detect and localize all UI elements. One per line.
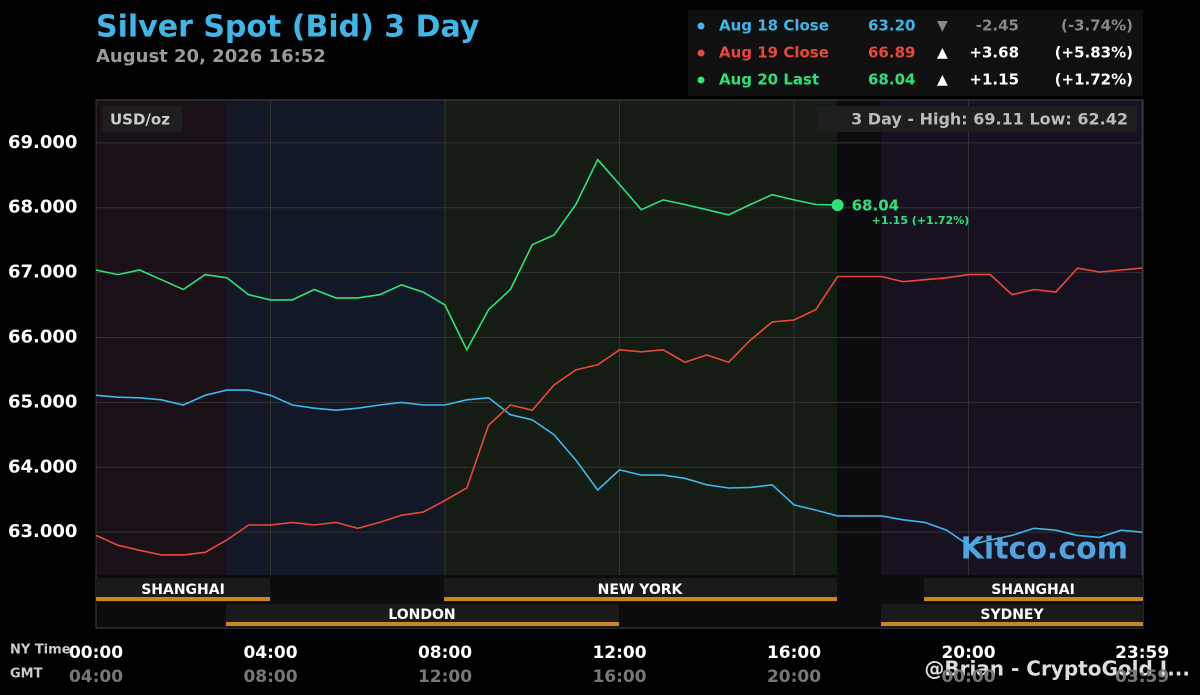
- change-arrow: ▲: [937, 45, 948, 61]
- x2-tick-label: 04:00: [69, 667, 123, 687]
- legend-change: -2.45: [976, 17, 1019, 35]
- legend-change: +1.15: [969, 71, 1019, 89]
- x-tick-label: 20:00: [941, 643, 995, 663]
- range-box: [817, 106, 1137, 132]
- change-arrow: ▲: [937, 72, 948, 88]
- y-tick-label: 66.000: [8, 327, 77, 348]
- session-line: [924, 597, 1143, 601]
- y-tick-label: 64.000: [8, 456, 77, 477]
- legend-marker: [697, 49, 705, 57]
- legend-change: +3.68: [969, 44, 1019, 62]
- legend-value: 63.20: [868, 17, 915, 35]
- legend-marker: [697, 76, 705, 84]
- x-axis-label: NY Time: [10, 643, 71, 658]
- series-line: [95, 158, 838, 352]
- x-tick-label: 08:00: [418, 643, 472, 663]
- series-line: [95, 389, 1143, 547]
- legend-change-pct: (+1.72%): [1055, 71, 1133, 89]
- legend-label: Aug 20 Last: [719, 71, 819, 89]
- session-label: NEW YORK: [598, 582, 684, 598]
- x-tick-label: 16:00: [767, 643, 821, 663]
- x2-tick-label: 12:00: [418, 667, 472, 687]
- series-line: [95, 267, 1143, 556]
- legend-change-pct: (+5.83%): [1055, 44, 1133, 62]
- y-tick-label: 67.000: [8, 262, 77, 283]
- legend-value: 68.04: [868, 71, 915, 89]
- legend-label: Aug 19 Close: [719, 44, 829, 62]
- x-tick-label: 04:00: [243, 643, 297, 663]
- last-label: 68.04: [852, 197, 899, 215]
- legend-marker: [697, 22, 705, 30]
- x2-tick-label: 03:59: [1115, 667, 1169, 687]
- legend-change-pct: (-3.74%): [1061, 17, 1133, 35]
- last-change-label: +1.15 (+1.72%): [872, 214, 970, 227]
- y-tick-label: 63.000: [8, 521, 77, 542]
- session-line: [226, 622, 619, 626]
- x-tick-label: 23:59: [1115, 643, 1169, 663]
- legend: Aug 18 Close 63.20 ▼ -2.45 (-3.74%) Aug 19 Cl…: [697, 17, 1133, 89]
- last-point: [831, 199, 844, 212]
- x2-tick-label: 20:00: [767, 667, 821, 687]
- x2-tick-label: 08:00: [243, 667, 297, 687]
- x-tick-label: 12:00: [592, 643, 646, 663]
- x2-tick-label: 16:00: [592, 667, 646, 687]
- grid: [95, 100, 1143, 575]
- unit-label: USD/oz: [110, 111, 170, 129]
- legend-panel: [688, 10, 1143, 96]
- session-line: [96, 597, 270, 601]
- unit-box: [102, 106, 182, 132]
- y-tick-label: 65.000: [8, 391, 77, 412]
- x2-tick-label: 00:00: [941, 667, 995, 687]
- range-note: 3 Day - High: 69.11 Low: 62.42: [851, 110, 1128, 129]
- session-label: SHANGHAI: [991, 582, 1075, 598]
- session-label: SHANGHAI: [141, 582, 225, 598]
- x-tick-label: 00:00: [69, 643, 123, 663]
- y-tick-label: 69.000: [8, 132, 77, 153]
- x2-axis-label: GMT: [10, 667, 43, 682]
- session-line: [881, 622, 1143, 626]
- y-tick-label: 68.000: [8, 197, 77, 218]
- session-label: LONDON: [388, 607, 455, 623]
- session-line: [444, 597, 837, 601]
- chart-title: Silver Spot (Bid) 3 Day: [96, 10, 480, 45]
- change-arrow: ▼: [937, 18, 948, 34]
- chart-subtitle: August 20, 2026 16:52: [96, 46, 326, 67]
- legend-label: Aug 18 Close: [719, 17, 829, 35]
- credit: @Brian - CryptoGold I...: [924, 657, 1190, 681]
- session-label: SYDNEY: [980, 607, 1044, 623]
- legend-value: 66.89: [868, 44, 915, 62]
